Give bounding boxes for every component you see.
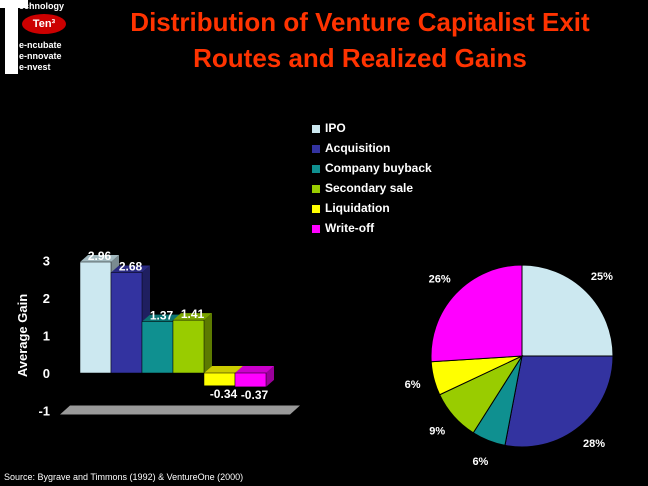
bar-chart-floor (60, 405, 300, 415)
bar-data-label: 1.41 (181, 307, 205, 321)
bar-top (173, 313, 212, 321)
legend-label: Write-off (325, 221, 375, 235)
pie-slice-label: 28% (583, 438, 605, 450)
y-tick-label: 1 (43, 329, 50, 344)
legend-label: Secondary sale (325, 181, 414, 195)
logo-t-stem (5, 0, 18, 74)
y-tick-label: 3 (43, 254, 50, 269)
bar-front (234, 372, 267, 388)
bar-front (79, 261, 112, 374)
bar-data-label: 1.37 (150, 309, 174, 323)
bar-side (204, 313, 212, 373)
logo: echnology Ten³ e-ncubate e-nnovate e-nve… (0, 0, 90, 80)
pie-slice-label: 9% (429, 426, 445, 438)
y-tick-label: -1 (38, 404, 50, 419)
logo-ten-badge: Ten³ (22, 14, 66, 34)
bar-top (142, 314, 181, 322)
bar-front (203, 372, 236, 386)
pie-slice-ipo (521, 264, 614, 357)
title-line-1: Distribution of Venture Capitalist Exit (130, 7, 590, 37)
bar-data-label: -0.34 (210, 387, 238, 401)
bar-top (80, 255, 119, 262)
legend-swatch (312, 205, 320, 213)
bar-top (111, 265, 150, 273)
legend-swatch (312, 145, 320, 153)
legend-label: IPO (325, 121, 346, 135)
page-title: Distribution of Venture Capitalist Exit … (100, 4, 620, 76)
legend-label: Liquidation (325, 201, 390, 215)
legend-label: Acquisition (325, 141, 391, 155)
legend-swatch (312, 185, 320, 193)
bar-front (141, 321, 174, 374)
bar-front (110, 272, 143, 374)
legend-swatch (312, 125, 320, 133)
y-tick-label: 0 (43, 366, 50, 381)
title-line-2: Routes and Realized Gains (193, 43, 527, 73)
pie-slice-label: 26% (429, 274, 451, 286)
logo-text-envest: e-nvest (19, 62, 51, 72)
bar-top (204, 366, 243, 373)
bar-side (266, 366, 274, 387)
pie-slice-label: 25% (591, 271, 613, 283)
legend-label: Company buyback (325, 161, 432, 175)
legend-swatch (312, 225, 320, 233)
pie-slice-label: 6% (405, 379, 421, 391)
bar-write-off (234, 366, 274, 388)
bar-data-label: 2.96 (88, 249, 112, 263)
bar-front (172, 319, 205, 374)
y-tick-label: 2 (43, 291, 50, 306)
bar-data-label: -0.37 (241, 388, 269, 402)
source-note: Source: Bygrave and Timmons (1992) & Ven… (4, 472, 244, 482)
bar-secondary-sale (172, 313, 212, 374)
logo-text-ennovate: e-nnovate (19, 51, 62, 61)
y-axis-title: Average Gain (15, 294, 30, 377)
pie-slice-acquisition (504, 355, 614, 448)
logo-text-encubate: e-ncubate (19, 40, 62, 50)
pie-slice-label: 6% (472, 456, 488, 468)
pie-slice-write-off (430, 264, 523, 363)
bar-data-label: 2.68 (119, 260, 143, 274)
legend-swatch (312, 165, 320, 173)
logo-text-technology: echnology (19, 1, 65, 11)
bar-top (235, 366, 274, 373)
